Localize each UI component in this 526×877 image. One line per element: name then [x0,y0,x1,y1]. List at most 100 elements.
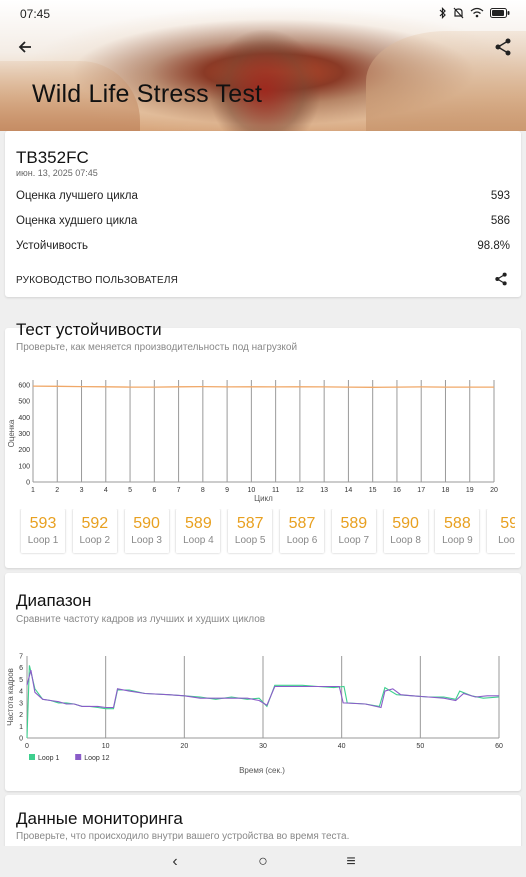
x-tick-label: 0 [25,743,29,750]
stability-card: Тест устойчивости Проверьте, как меняетс… [5,320,521,568]
y-tick-label: 200 [18,447,30,454]
stability-subtitle: Проверьте, как меняется производительнос… [16,342,298,353]
y-tick-label: 3 [19,700,23,707]
loop-score-value: 589 [340,515,368,532]
y-tick-label: 2 [19,712,23,719]
status-icons [439,6,510,22]
guide-share-button[interactable] [493,271,509,287]
user-guide-link[interactable]: РУКОВОДСТВО ПОЛЬЗОВАТЕЛЯ [16,275,179,286]
summary-card: TB352FC июн. 13, 2025 07:45 Оценка лучше… [5,131,521,297]
loop-score-value: 590 [133,515,160,532]
loop-score-value: 59 [500,515,515,532]
x-tick-label: 13 [320,487,328,494]
nav-menu-button[interactable]: ≡ [346,852,356,870]
y-tick-label: 500 [18,399,30,406]
monitoring-subtitle: Проверьте, что происходило внутри вашего… [16,831,350,842]
x-tick-label: 1 [31,487,35,494]
loop-score-card[interactable]: 592 Loop 2 [72,509,117,553]
x-tick-label: 20 [180,743,188,750]
range-chart: 0 10 20 30 40 50 60 0 1 2 3 4 5 6 7 Время (сек.) Частота… [6,654,503,776]
hero-banner: Wild Life Stress Test [0,0,526,131]
wifi-icon [470,7,484,21]
nav-home-button[interactable]: ○ [258,852,268,870]
battery-icon [490,7,510,21]
x-tick-label: 11 [272,487,279,494]
y-tick-label: 600 [18,383,30,390]
y-tick-label: 1 [19,724,23,731]
y-tick-label: 400 [18,415,30,422]
y-tick-label: 5 [19,677,23,684]
x-tick-label: 12 [296,487,304,494]
loop-score-value: 593 [29,515,57,532]
score-series-line [32,385,494,388]
x-tick-label: 18 [442,487,450,494]
bell-off-icon [453,7,464,22]
loop-score-label: Loop [498,535,515,546]
x-tick-label: 14 [345,487,353,494]
y-tick-label: 300 [18,431,30,438]
status-bar: 07:45 [0,0,526,28]
loop-score-card[interactable]: 587 Loop 6 [280,509,324,553]
loop-score-value: 589 [185,515,212,532]
loop-score-label: Loop 8 [390,535,421,546]
x-axis-label: Время (сек.) [239,766,285,775]
stability-value: 98.8% [477,240,510,252]
x-axis-label: Цикл [254,494,273,503]
x-tick-label: 19 [466,487,474,494]
x-tick-label: 15 [369,487,377,494]
x-tick-label: 40 [338,743,346,750]
loop-score-card[interactable]: 587 Loop 5 [228,509,273,553]
y-tick-label: 7 [19,654,23,661]
loop-score-value: 592 [81,515,109,532]
loop-score-card[interactable]: 590 Loop 3 [124,509,169,553]
y-axis-label: Оценка [7,419,16,447]
x-tick-label: 5 [128,487,132,494]
loop-score-value: 588 [444,515,471,532]
worst-loop-value: 586 [490,215,510,227]
x-tick-label: 20 [490,487,498,494]
share-button[interactable] [492,36,514,58]
x-tick-label: 10 [247,487,255,494]
loop-score-card[interactable]: 589 Loop 7 [331,509,376,553]
back-button[interactable] [14,36,36,58]
legend-swatch [75,754,82,760]
loop-score-card[interactable]: 590 Loop 8 [383,509,428,553]
loop-score-value: 587 [236,515,264,532]
share-icon [495,38,511,56]
loop-score-label: Loop 4 [183,535,214,546]
legend-label: Loop 12 [84,755,109,762]
loop-scores-strip[interactable]: 593 Loop 1 592 Loop 2 590 Loop 3 589 Loop 4 587 L… [19,509,515,555]
loop-score-label: Loop 2 [79,535,111,546]
stability-label: Устойчивость [16,240,89,252]
hero-decoration-left [0,61,140,131]
loop-score-card[interactable]: 59 Loop [487,509,515,553]
system-nav-bar: ‹ ○ ≡ [0,846,526,877]
x-tick-label: 10 [102,743,110,750]
range-card: Диапазон Сравните частоту кадров из лучш… [5,573,521,791]
monitoring-card: Данные мониторинга Проверьте, что происх… [5,795,521,855]
test-date: июн. 13, 2025 07:45 [16,168,98,178]
status-time: 07:45 [20,7,51,21]
x-tick-label: 3 [80,487,84,494]
loop-score-card[interactable]: 593 Loop 1 [21,509,65,553]
loop-score-card[interactable]: 589 Loop 4 [176,509,221,553]
arrow-left-icon [18,41,31,53]
stability-title: Тест устойчивости [16,320,162,339]
loop-score-label: Loop 5 [234,535,266,546]
device-name: TB352FC [16,148,89,167]
x-tick-label: 7 [177,487,181,494]
stability-chart: 1 2 3 4 5 6 7 8 9 10 11 12 13 14 15 16 17 18 19 20010020030… [7,380,498,503]
x-tick-label: 60 [495,743,503,750]
nav-back-button[interactable]: ‹ [172,852,178,870]
range-title: Диапазон [16,591,92,610]
best-loop-value: 593 [490,190,510,202]
page-title: Wild Life Stress Test [32,80,263,108]
range-subtitle: Сравните частоту кадров из лучших и худш… [16,614,266,625]
y-axis-label: Частота кадров [6,668,15,726]
monitoring-title: Данные мониторинга [16,809,183,828]
loop-score-card[interactable]: 588 Loop 9 [435,509,480,553]
y-tick-label: 4 [19,689,23,696]
y-tick-label: 6 [19,665,23,672]
hero-decoration-center [210,30,320,131]
worst-loop-label: Оценка худшего цикла [16,215,138,227]
